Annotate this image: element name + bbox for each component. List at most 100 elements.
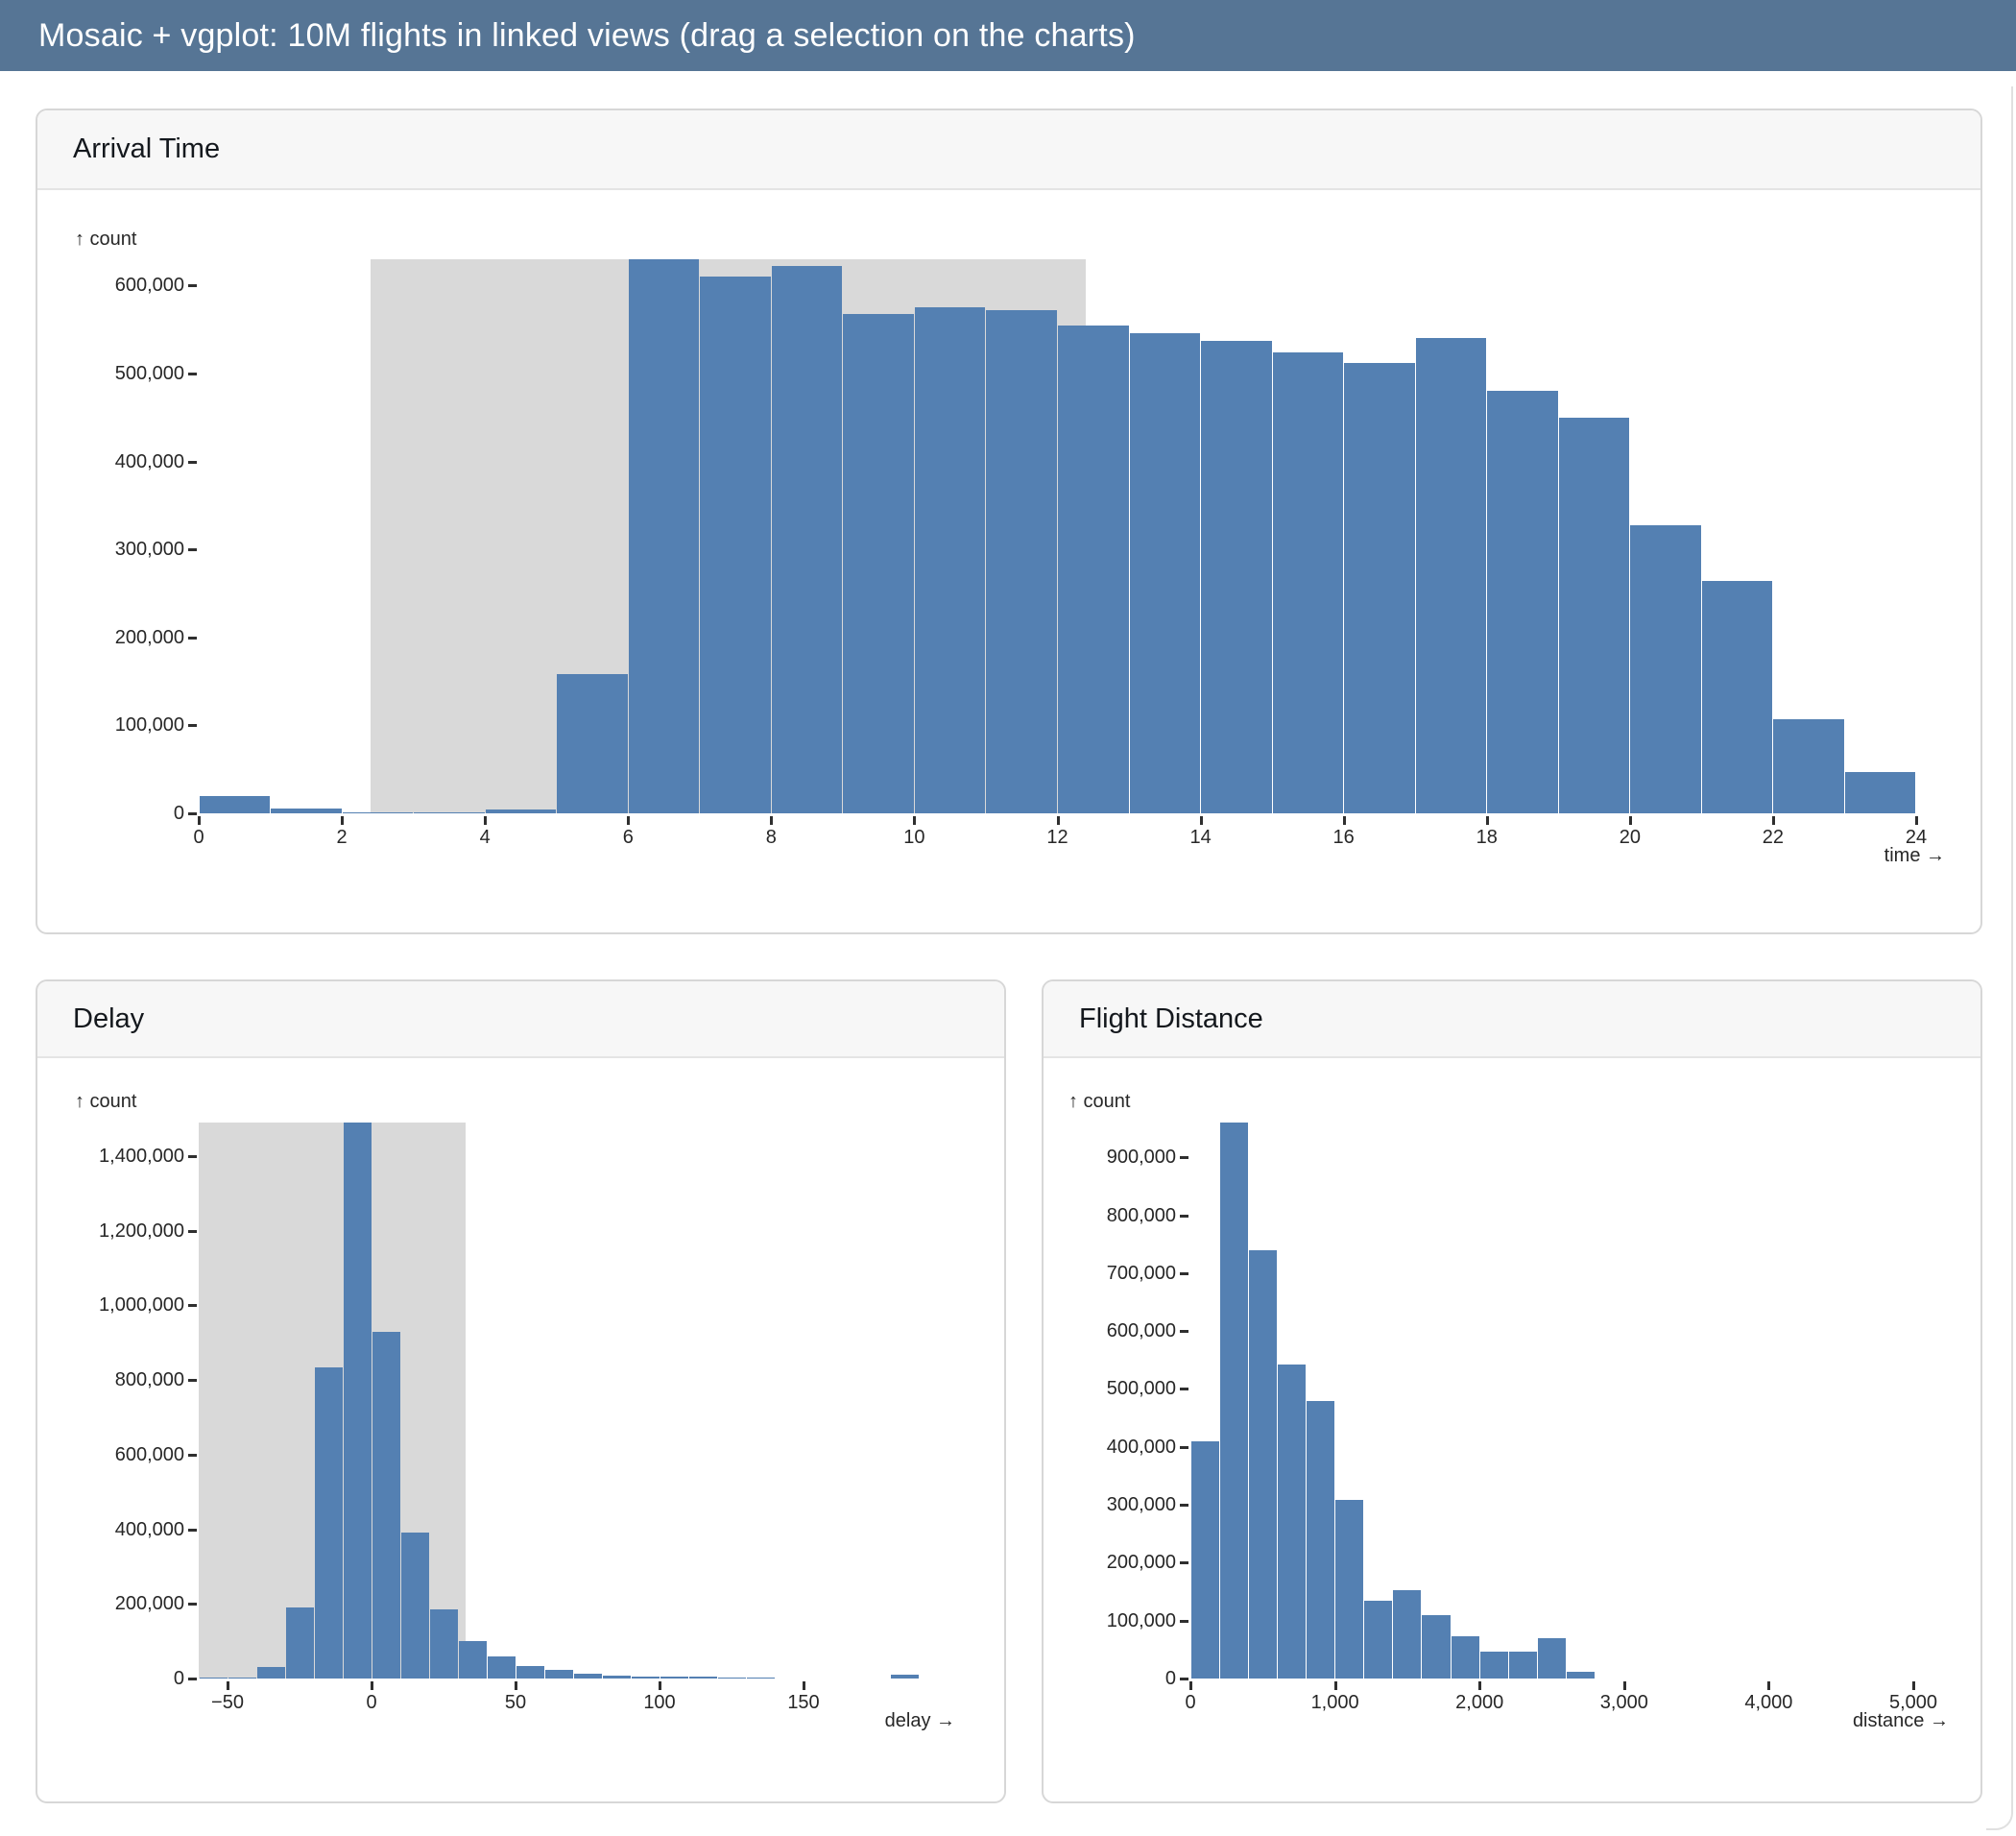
histogram-bar bbox=[602, 1676, 631, 1679]
histogram-bar bbox=[1306, 1401, 1335, 1679]
histogram-bar bbox=[516, 1666, 544, 1679]
arrival-time-x-tick-label: 24 bbox=[1905, 827, 1928, 848]
card-title-arrival-time: Arrival Time bbox=[73, 133, 221, 164]
flight-distance-x-tick bbox=[1912, 1681, 1915, 1690]
delay-y-tick-label: 400,000 bbox=[114, 1518, 184, 1540]
flight-distance-y-tick bbox=[1180, 1388, 1188, 1391]
histogram-bar bbox=[1248, 1250, 1277, 1679]
delay-x-tick bbox=[515, 1681, 517, 1690]
flight-distance-y-tick bbox=[1180, 1678, 1188, 1680]
histogram-bar bbox=[228, 1678, 256, 1679]
arrival-time-x-tick bbox=[1056, 816, 1060, 825]
histogram-bar bbox=[271, 809, 342, 813]
histogram-bar bbox=[372, 1332, 400, 1679]
delay-y-tick bbox=[188, 1229, 197, 1233]
delay-x-tick bbox=[371, 1681, 373, 1690]
histogram-bar bbox=[485, 809, 557, 813]
delay-x-axis-label: delay → bbox=[884, 1710, 955, 1731]
histogram-bar bbox=[1219, 1123, 1248, 1679]
arrival-time-y-tick-label: 200,000 bbox=[114, 626, 184, 648]
flight-distance-x-tick-label: 5,000 bbox=[1888, 1692, 1938, 1713]
arrival-time-y-tick-label: 400,000 bbox=[114, 450, 184, 472]
histogram-bar bbox=[1422, 1615, 1451, 1679]
arrival-time-y-tick-label: 300,000 bbox=[114, 539, 184, 561]
flight-distance-count-axis-label: ↑ count bbox=[1068, 1091, 1131, 1112]
arrival-time-y-tick-label: 500,000 bbox=[114, 363, 184, 385]
arrival-time-x-tick-label: 22 bbox=[1762, 827, 1785, 848]
flight-distance-x-tick bbox=[1767, 1681, 1771, 1690]
flight-distance-y-tick bbox=[1180, 1445, 1188, 1449]
flight-distance-x-tick-label: 3,000 bbox=[1599, 1692, 1648, 1713]
flight-distance-x-axis-label: distance → bbox=[1852, 1710, 1949, 1731]
arrival-time-x-tick bbox=[1628, 816, 1632, 825]
histogram-bar bbox=[1344, 363, 1415, 813]
histogram-bar bbox=[1129, 333, 1201, 813]
flight-distance-x-tick bbox=[1622, 1681, 1626, 1690]
arrival-time-y-tick-label: 600,000 bbox=[114, 275, 184, 297]
flight-distance-x-tick bbox=[1333, 1681, 1337, 1690]
histogram-bar bbox=[1773, 719, 1844, 813]
histogram-bar bbox=[1364, 1601, 1393, 1679]
histogram-bar bbox=[1393, 1590, 1422, 1679]
histogram-bar bbox=[573, 1674, 602, 1679]
app-title: Mosaic + vgplot: 10M flights in linked v… bbox=[38, 16, 1136, 54]
arrival-time-x-tick bbox=[341, 816, 345, 825]
histogram-bar bbox=[199, 1678, 228, 1679]
flight-distance-y-tick bbox=[1180, 1504, 1188, 1508]
flight-distance-y-tick-label: 100,000 bbox=[1106, 1609, 1176, 1631]
arrival-time-y-tick bbox=[188, 460, 197, 464]
arrival-time-y-tick-label: 100,000 bbox=[114, 714, 184, 737]
flight-distance-y-tick bbox=[1180, 1561, 1188, 1565]
histogram-bar bbox=[1277, 1365, 1306, 1679]
histogram-bar bbox=[1630, 525, 1701, 813]
flight-distance-y-tick-label: 900,000 bbox=[1106, 1147, 1176, 1169]
delay-count-axis-label: ↑ count bbox=[75, 1091, 137, 1112]
histogram-bar bbox=[1190, 1441, 1219, 1679]
arrival-time-x-tick bbox=[913, 816, 917, 825]
arrival-time-y-tick bbox=[188, 373, 197, 376]
flight-distance-y-tick bbox=[1180, 1271, 1188, 1275]
arrival-time-x-tick-label: 0 bbox=[193, 827, 204, 848]
arrival-time-x-tick-label: 4 bbox=[479, 827, 491, 848]
histogram-bar bbox=[717, 1678, 746, 1679]
delay-y-tick-label: 600,000 bbox=[114, 1443, 184, 1465]
delay-x-tick bbox=[659, 1681, 661, 1690]
flight-distance-y-tick-label: 600,000 bbox=[1106, 1320, 1176, 1342]
delay-y-tick bbox=[188, 1453, 197, 1457]
histogram-bar bbox=[746, 1678, 775, 1679]
flight-distance-x-tick-label: 4,000 bbox=[1744, 1692, 1793, 1713]
arrival-time-x-tick-label: 20 bbox=[1619, 827, 1641, 848]
histogram-bar bbox=[890, 1675, 919, 1679]
arrival-time-x-tick bbox=[198, 816, 201, 825]
arrival-time-y-tick bbox=[188, 548, 197, 552]
delay-y-tick-label: 800,000 bbox=[114, 1369, 184, 1391]
delay-x-tick bbox=[227, 1681, 229, 1690]
arrival-time-y-tick-label: 0 bbox=[173, 803, 184, 824]
histogram-bar bbox=[285, 1607, 314, 1679]
flight-distance-y-tick-label: 0 bbox=[1164, 1668, 1176, 1689]
arrival-time-x-tick-label: 6 bbox=[622, 827, 634, 848]
delay-y-tick-label: 200,000 bbox=[114, 1593, 184, 1615]
delay-y-tick-label: 1,000,000 bbox=[99, 1294, 184, 1317]
arrival-time-count-axis-label: ↑ count bbox=[75, 229, 137, 250]
histogram-bar bbox=[1558, 418, 1630, 813]
histogram-bar bbox=[1487, 391, 1558, 813]
arrival-time-y-tick bbox=[188, 284, 197, 288]
histogram-bar bbox=[1479, 1652, 1508, 1679]
arrival-time-x-tick-label: 18 bbox=[1476, 827, 1498, 848]
histogram-bar bbox=[1058, 326, 1129, 813]
flight-distance-y-tick bbox=[1180, 1214, 1188, 1218]
histogram-bar bbox=[1567, 1672, 1596, 1679]
arrival-time-x-tick bbox=[1199, 816, 1203, 825]
flight-distance-x-tick bbox=[1478, 1681, 1482, 1690]
delay-y-tick-label: 1,200,000 bbox=[99, 1220, 184, 1242]
histogram-bar bbox=[400, 1533, 429, 1679]
flight-distance-y-tick bbox=[1180, 1156, 1188, 1160]
histogram-bar bbox=[771, 266, 843, 813]
histogram-bar bbox=[986, 310, 1057, 813]
flight-distance-y-tick bbox=[1180, 1619, 1188, 1623]
flight-distance-y-tick-label: 500,000 bbox=[1106, 1378, 1176, 1400]
delay-y-tick bbox=[188, 1154, 197, 1158]
delay-x-tick-label: 150 bbox=[787, 1692, 820, 1713]
histogram-bar bbox=[628, 259, 700, 813]
